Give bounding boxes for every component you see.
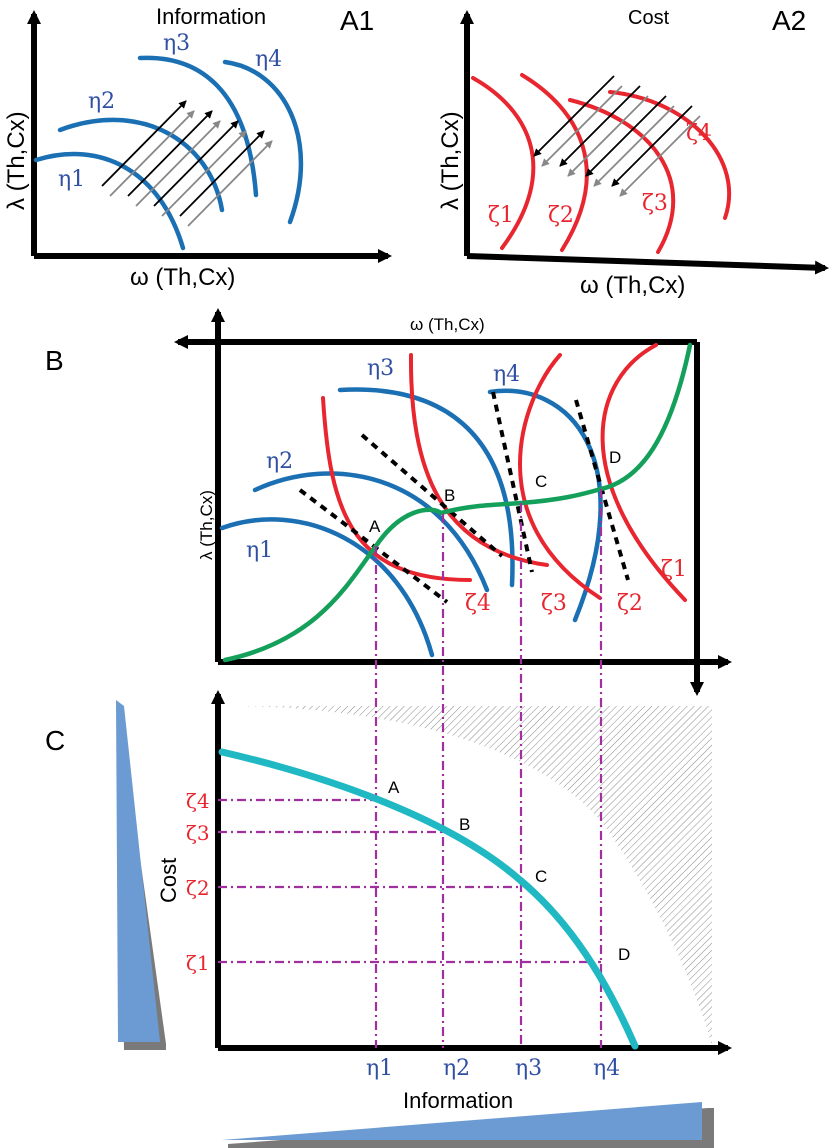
c-point-a: A [388, 778, 400, 797]
b-curve-zeta1 [600, 343, 687, 602]
c-xtick-eta4: η4 [593, 1056, 620, 1081]
a1-eta3-label: η3 [163, 31, 190, 56]
a2-panel-label: A2 [772, 5, 806, 36]
c-ytick-zeta4: ζ4 [186, 789, 210, 813]
c-ytick-zeta3: ζ3 [186, 821, 210, 845]
a1-curve-eta3 [137, 55, 259, 198]
b-curve-eta1 [219, 517, 435, 658]
a2-zeta4-label: ζ4 [686, 121, 712, 146]
c-x-label: Information [403, 1088, 513, 1113]
b-curve-eta3 [337, 387, 515, 588]
c-ytick-zeta2: ζ2 [186, 876, 210, 900]
c-panel-label: C [45, 725, 65, 756]
c-point-c: C [535, 867, 547, 886]
c-point-b: B [459, 815, 470, 834]
b-eta1-label: η1 [246, 538, 273, 563]
a2-x-axis [466, 253, 829, 275]
b-eta3-label: η3 [367, 356, 394, 381]
c-cost-wedge [116, 700, 160, 1042]
c-info-wedge [222, 1102, 702, 1140]
b-zeta4-label: ζ4 [465, 591, 491, 616]
a2-curve-zeta4 [608, 90, 732, 220]
panel-a2: Cost A2 ω (Th,Cx) λ (Th,Cx) ζ1 ζ2 ζ3 ζ4 [437, 5, 829, 299]
b-optimal-path [222, 342, 693, 663]
b-panel-label: B [45, 345, 64, 376]
panel-b: B ω (Th,Cx) λ (Th,Cx) A B C D η1 η2 η3 η… [45, 308, 732, 696]
a1-gradient-arrows [101, 100, 273, 227]
a2-y-label: λ (Th,Cx) [437, 111, 464, 210]
c-ytick-zeta1: ζ1 [186, 951, 210, 975]
b-x-label: ω (Th,Cx) [410, 315, 485, 334]
panel-c: C A B C D ζ4 ζ3 ζ2 ζ1 η1 η2 η3 η4 [45, 489, 732, 1148]
b-point-a: A [369, 517, 381, 536]
a1-title: Information [156, 4, 266, 29]
b-zeta2-label: ζ2 [617, 591, 643, 616]
c-xtick-eta1: η1 [366, 1056, 393, 1081]
a1-eta2-label: η2 [88, 89, 115, 114]
b-curve-eta2 [252, 471, 490, 593]
panel-a1: Information A1 ω (Th,Cx) λ (Th,Cx) η1 η2… [3, 4, 392, 291]
c-pareto-front [218, 748, 639, 1050]
c-point-d: D [618, 945, 630, 964]
b-tangent-c [491, 391, 534, 573]
a1-curve-eta1 [33, 151, 186, 251]
b-point-c: C [535, 472, 547, 491]
a2-zeta1-label: ζ1 [488, 203, 514, 228]
a1-y-label: λ (Th,Cx) [3, 111, 30, 210]
b-point-d: D [609, 448, 621, 467]
a2-x-label: ω (Th,Cx) [580, 272, 685, 299]
a2-title: Cost [628, 7, 670, 29]
b-curve-zeta3 [408, 353, 549, 567]
a2-zeta2-label: ζ2 [548, 203, 574, 228]
c-hatched-region [226, 706, 712, 1046]
c-y-label: Cost [156, 858, 181, 903]
a1-curve-eta2 [57, 117, 225, 213]
b-zeta1-label: ζ1 [661, 557, 687, 582]
b-zeta3-label: ζ3 [541, 591, 567, 616]
a1-x-label: ω (Th,Cx) [130, 264, 235, 291]
b-point-b: B [444, 486, 455, 505]
b-curve-zeta2 [518, 353, 602, 600]
a1-eta4-label: η4 [255, 47, 282, 72]
a1-curve-eta4 [222, 59, 304, 225]
a2-zeta3-label: ζ3 [642, 191, 668, 216]
c-xtick-eta2: η2 [443, 1056, 470, 1081]
b-eta2-label: η2 [266, 449, 293, 474]
a2-gradient-arrows [533, 75, 701, 197]
a2-curve-zeta2 [520, 73, 589, 252]
b-tangent-b [360, 433, 504, 558]
a1-eta1-label: η1 [58, 167, 85, 192]
b-y-label: λ (Th,Cx) [197, 490, 216, 560]
c-xtick-eta3: η3 [515, 1056, 542, 1081]
a2-curve-zeta1 [471, 76, 536, 250]
b-eta4-label: η4 [493, 362, 520, 387]
a1-panel-label: A1 [340, 5, 374, 36]
